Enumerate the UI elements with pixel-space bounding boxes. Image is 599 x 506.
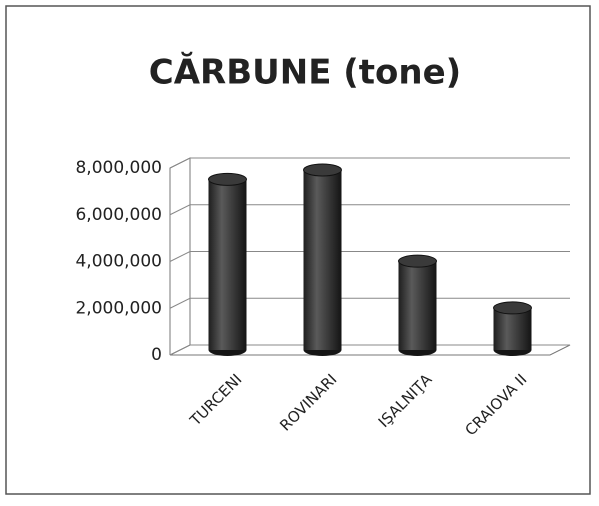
bar-top xyxy=(398,254,437,268)
grid-line xyxy=(169,344,570,356)
y-tick-label: 0 xyxy=(151,345,162,365)
bar xyxy=(493,307,532,350)
bar-top xyxy=(493,301,532,315)
bar xyxy=(398,261,437,350)
bar-top xyxy=(208,172,247,186)
bar xyxy=(208,179,247,350)
y-tick-label: 4,000,000 xyxy=(75,252,162,272)
y-tick-label: 8,000,000 xyxy=(75,158,162,178)
grid-line xyxy=(169,157,570,169)
grid-line xyxy=(169,297,570,309)
chart-title: CĂRBUNE (tone) xyxy=(149,52,461,93)
grid-line xyxy=(169,251,570,262)
grid-line xyxy=(169,204,570,216)
chart-border xyxy=(5,5,591,495)
bar-top xyxy=(303,163,342,177)
y-tick-label: 2,000,000 xyxy=(75,298,162,318)
bar xyxy=(303,170,342,350)
y-tick-label: 6,000,000 xyxy=(75,205,162,225)
